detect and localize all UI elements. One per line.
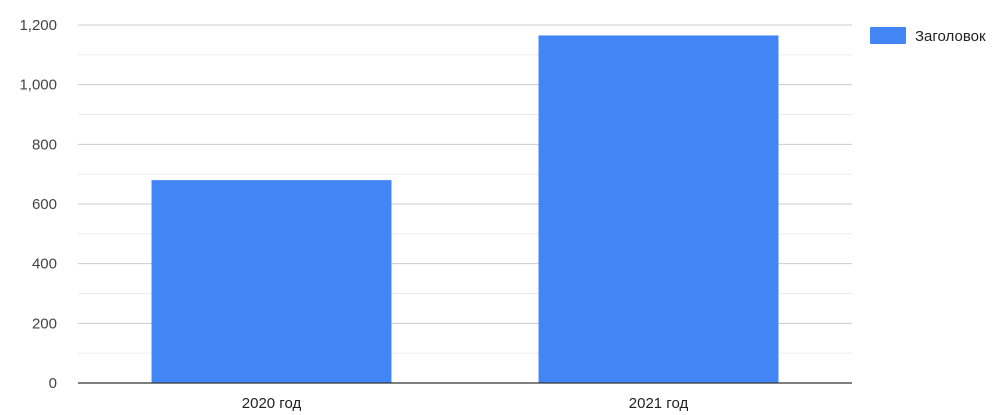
y-tick-label: 400 xyxy=(32,256,57,273)
legend-label: Заголовок xyxy=(915,28,986,45)
legend-swatch xyxy=(870,27,906,44)
bar[interactable] xyxy=(538,35,779,384)
x-category-label: 2020 год xyxy=(242,395,302,412)
y-tick-label: 1,200 xyxy=(19,17,57,34)
legend: Заголовок xyxy=(870,27,986,45)
y-axis-tick-labels: 0 200 400 600 800 1,000 1,200 xyxy=(19,17,57,392)
y-tick-label: 200 xyxy=(32,315,57,332)
x-axis-category-labels: 2020 год 2021 год xyxy=(242,395,689,412)
bars xyxy=(151,35,779,384)
y-tick-label: 600 xyxy=(32,196,57,213)
y-tick-label: 1,000 xyxy=(19,77,57,94)
y-tick-label: 0 xyxy=(49,375,57,392)
bar[interactable] xyxy=(151,180,392,383)
x-category-label: 2021 год xyxy=(629,395,689,412)
y-tick-label: 800 xyxy=(32,136,57,153)
